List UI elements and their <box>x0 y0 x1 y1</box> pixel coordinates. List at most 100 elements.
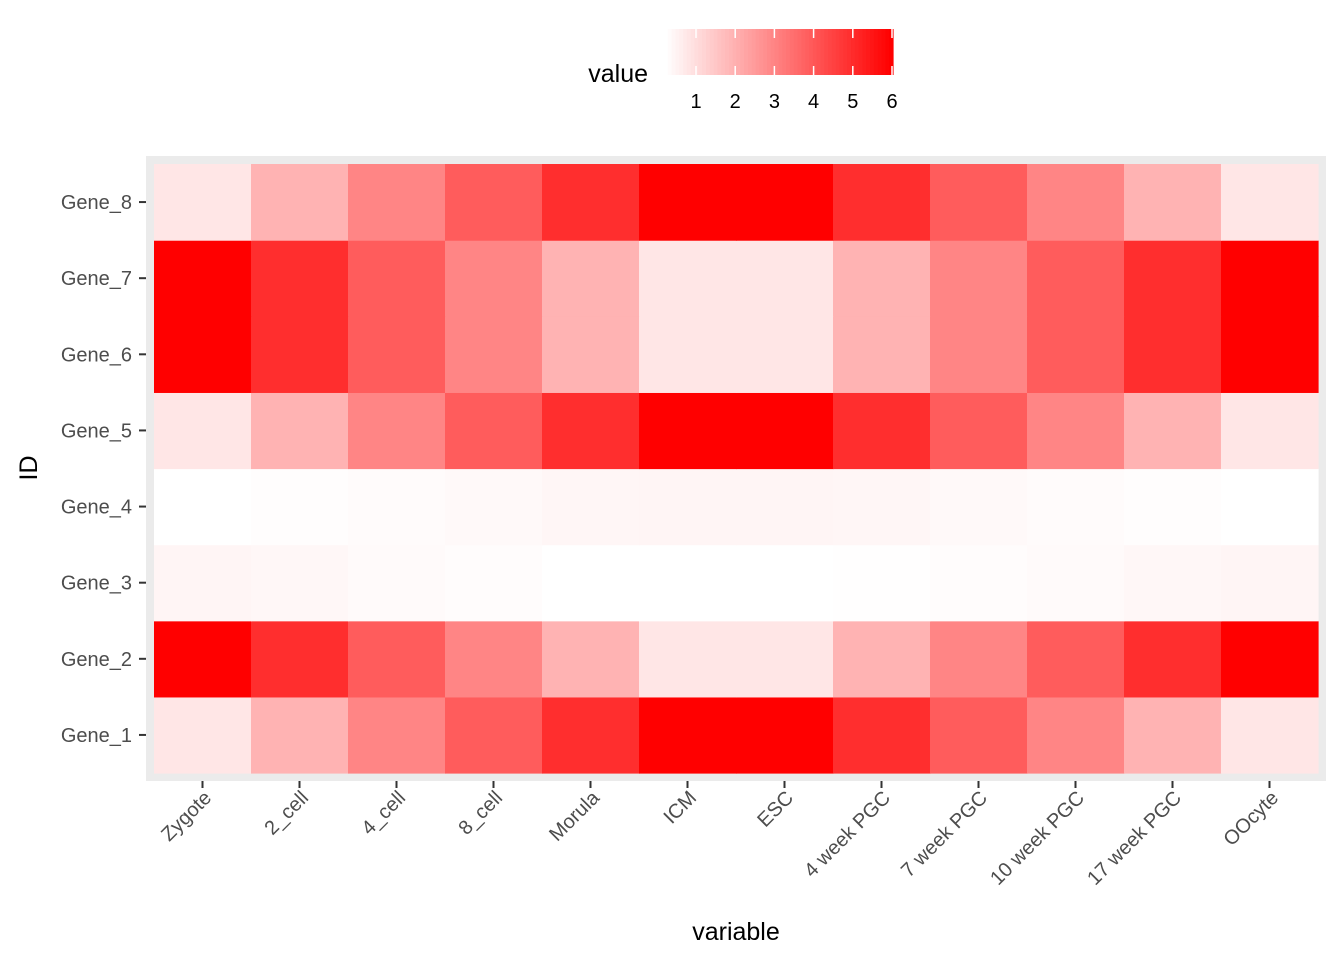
heatmap-cell <box>833 696 931 774</box>
x-tick-label: 4 week PGC <box>800 787 895 882</box>
heatmap-cell <box>445 392 543 470</box>
heatmap-cell <box>1027 240 1125 317</box>
heatmap-cell <box>736 468 834 546</box>
heatmap-cell <box>542 696 640 774</box>
legend-gradient-segment <box>698 29 703 75</box>
heatmap-cell <box>930 240 1028 317</box>
legend-gradient-segment <box>828 29 833 75</box>
legend-gradient-segment <box>683 29 688 75</box>
legend-gradient-segment <box>671 29 677 75</box>
heatmap-cell <box>154 620 252 698</box>
heatmap-cell <box>1027 620 1125 698</box>
heatmap-cell <box>930 392 1028 470</box>
heatmap-cell <box>348 544 446 622</box>
legend-gradient-segment <box>801 29 806 75</box>
heatmap-cell <box>930 544 1028 622</box>
heatmap-cell <box>251 468 349 546</box>
legend-gradient-segment <box>870 29 875 75</box>
legend-gradient-segment <box>751 29 757 75</box>
heatmap-cell <box>1124 164 1222 241</box>
heatmap-cell <box>1221 240 1319 317</box>
legend-gradient-segment <box>747 29 753 75</box>
legend-gradient-segment <box>778 29 783 75</box>
legend-gradient-segment <box>732 29 738 75</box>
heatmap-cell <box>445 316 543 393</box>
heatmap-cell <box>1221 164 1319 241</box>
legend-gradient-segment <box>847 29 852 75</box>
x-axis-title: variable <box>692 918 780 946</box>
heatmap-cell <box>154 392 252 470</box>
heatmap-cell <box>833 240 931 317</box>
legend-title: value <box>588 60 648 88</box>
heatmap-cell <box>445 544 543 622</box>
legend-gradient-segment <box>782 29 787 75</box>
heatmap-cell <box>251 696 349 774</box>
heatmap-cell <box>833 544 931 622</box>
legend-gradient-segment <box>744 29 749 75</box>
legend-gradient-segment <box>789 29 795 75</box>
heatmap-cell <box>445 468 543 546</box>
heatmap-cell <box>930 468 1028 546</box>
y-tick-label: Gene_8 <box>61 192 132 214</box>
heatmap-cell <box>1124 392 1222 470</box>
legend-gradient-segment <box>820 29 825 75</box>
heatmap-cell <box>1027 544 1125 622</box>
legend-gradient-segment <box>770 29 776 75</box>
x-tick-label: Morula <box>545 786 604 845</box>
heatmap-cell <box>833 468 931 546</box>
legend-gradient-segment <box>881 29 886 75</box>
heatmap-cell <box>736 240 834 317</box>
heatmap-cell <box>154 544 252 622</box>
heatmap-cell <box>1221 544 1319 622</box>
heatmap-cell <box>639 240 737 317</box>
heatmap-cell <box>1124 468 1222 546</box>
legend-gradient-segment <box>805 29 810 75</box>
legend-gradient-segment <box>755 29 761 75</box>
legend-gradient-segment <box>721 29 726 75</box>
legend-tick-label: 3 <box>769 91 780 113</box>
heatmap-cell <box>251 392 349 470</box>
legend-gradient-segment <box>675 29 680 75</box>
heatmap-cell <box>1124 620 1222 698</box>
legend-tick-label: 4 <box>808 91 819 113</box>
y-tick-label: Gene_7 <box>61 268 132 290</box>
heatmap-cell <box>1124 240 1222 317</box>
legend-gradient-segment <box>858 29 864 75</box>
heatmap-cell <box>542 316 640 393</box>
heatmap-cell <box>251 620 349 698</box>
heatmap-cell <box>1221 392 1319 470</box>
heatmap-cell <box>348 392 446 470</box>
heatmap-cell <box>833 316 931 393</box>
legend-gradient-segment <box>759 29 764 75</box>
legend-gradient-segment <box>812 29 818 75</box>
heatmap-cell <box>154 240 252 317</box>
heatmap-cell <box>930 696 1028 774</box>
heatmap-cell <box>445 696 543 774</box>
heatmap-cell <box>445 620 543 698</box>
heatmap-cell <box>348 696 446 774</box>
legend-gradient-segment <box>885 29 890 75</box>
heatmap-cell <box>833 164 931 241</box>
legend-tick-label: 2 <box>730 91 741 113</box>
legend-gradient-segment <box>809 29 814 75</box>
x-tick-label: 10 week PGC <box>986 787 1089 890</box>
legend-gradient-segment <box>767 29 772 75</box>
heatmap-cell <box>542 468 640 546</box>
legend-gradient-segment <box>736 29 741 75</box>
x-tick-label: ICM <box>660 787 701 828</box>
heatmap-cell <box>348 240 446 317</box>
legend-colorbar <box>664 29 894 75</box>
heatmap-cell <box>639 164 737 241</box>
heatmap-cell <box>1027 164 1125 241</box>
x-tick-label: Zygote <box>157 787 216 846</box>
heatmap-cell <box>348 468 446 546</box>
heatmap-cell <box>1027 696 1125 774</box>
heatmap-cell <box>639 696 737 774</box>
heatmap-cell <box>1124 696 1222 774</box>
legend-gradient-segment <box>667 29 673 75</box>
heatmap-cell <box>930 164 1028 241</box>
y-tick-label: Gene_2 <box>61 649 132 671</box>
y-axis: Gene_1 Gene_2 Gene_3 Gene_4 Gene_5 Gene_6 Gene… <box>61 192 146 747</box>
y-tick-label: Gene_1 <box>61 725 132 747</box>
legend-gradient-segment <box>740 29 745 75</box>
